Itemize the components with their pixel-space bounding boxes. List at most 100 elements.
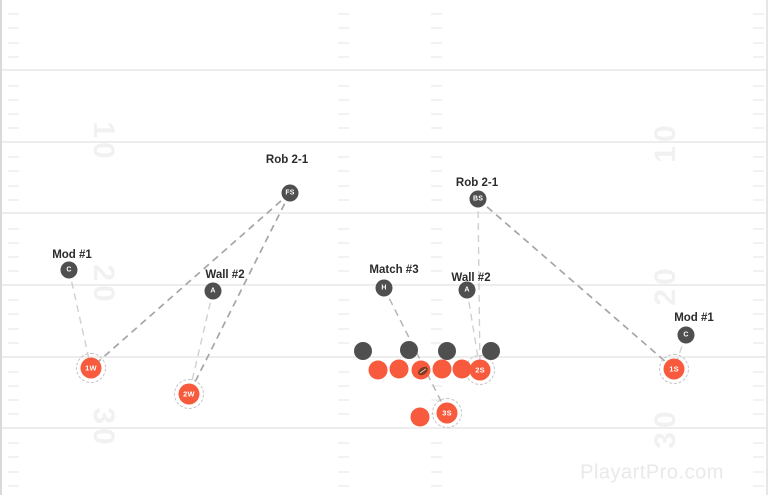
hash-mark: [8, 185, 19, 187]
hash-mark: [338, 13, 349, 15]
offense-player-2W[interactable]: 2W: [178, 383, 200, 405]
defender-H[interactable]: H: [375, 279, 393, 297]
hash-mark: [338, 27, 349, 29]
hash-mark: [8, 270, 19, 272]
hash-mark: [338, 413, 349, 415]
box-defender-1[interactable]: [354, 342, 372, 360]
hash-mark: [431, 170, 442, 172]
hash-mark: [431, 328, 442, 330]
hash-mark: [753, 113, 764, 115]
hash-mark: [431, 185, 442, 187]
hash-mark: [431, 242, 442, 244]
offense-lineman-4[interactable]: [432, 359, 452, 379]
hash-mark: [753, 442, 764, 444]
selection-ring-1S: [659, 354, 689, 384]
hash-mark: [753, 399, 764, 401]
hash-mark: [338, 256, 349, 258]
hash-mark: [338, 242, 349, 244]
hash-mark: [753, 313, 764, 315]
hash-mark: [431, 27, 442, 29]
hash-mark: [753, 85, 764, 87]
hash-mark: [431, 85, 442, 87]
hash-mark: [753, 371, 764, 373]
hash-mark: [753, 385, 764, 387]
offense-lineman-2[interactable]: [389, 359, 409, 379]
hash-mark: [338, 42, 349, 44]
offense-lineman-1[interactable]: [368, 360, 388, 380]
defender-C_L[interactable]: C: [60, 261, 78, 279]
hash-mark: [338, 456, 349, 458]
hash-mark: [8, 85, 19, 87]
hash-mark: [753, 328, 764, 330]
offense-player-2S[interactable]: 2S: [469, 359, 491, 381]
hash-mark: [753, 485, 764, 487]
defender-A_R[interactable]: A: [458, 281, 476, 299]
hash-mark: [338, 56, 349, 58]
hash-mark: [431, 99, 442, 101]
hash-mark: [431, 256, 442, 258]
offense-player-1W[interactable]: 1W: [80, 357, 102, 379]
assignment-label-A_L: Wall #2: [205, 269, 245, 281]
yard-line: [2, 356, 766, 358]
hash-mark: [338, 228, 349, 230]
hash-mark: [8, 385, 19, 387]
defender-FS[interactable]: FS: [281, 184, 299, 202]
offense-lineman-5[interactable]: [452, 359, 472, 379]
hash-mark: [753, 413, 764, 415]
yard-line: [2, 141, 766, 143]
hash-mark: [753, 342, 764, 344]
offense-player-3S[interactable]: 3S: [436, 402, 458, 424]
selection-ring-2W: [174, 379, 204, 409]
yard-line: [2, 427, 766, 429]
hash-mark: [753, 170, 764, 172]
assignment-label-A_R: Wall #2: [451, 272, 491, 284]
hash-mark: [753, 56, 764, 58]
hash-mark: [753, 185, 764, 187]
hash-mark: [753, 256, 764, 258]
hash-mark: [8, 371, 19, 373]
hash-mark: [338, 471, 349, 473]
hash-mark: [338, 170, 349, 172]
box-defender-4[interactable]: [482, 342, 500, 360]
hash-mark: [338, 199, 349, 201]
hash-mark: [8, 399, 19, 401]
hash-mark: [753, 228, 764, 230]
hash-mark: [753, 42, 764, 44]
hash-mark: [8, 127, 19, 129]
assignment-line-BS-1S: [477, 198, 675, 370]
hash-mark: [338, 185, 349, 187]
hash-mark: [8, 56, 19, 58]
hash-mark: [338, 399, 349, 401]
box-defender-2[interactable]: [400, 341, 418, 359]
defender-BS[interactable]: BS: [469, 190, 487, 208]
assignment-label-FS: Rob 2-1: [265, 154, 309, 166]
hash-mark: [8, 242, 19, 244]
hash-mark: [338, 485, 349, 487]
assignment-line-BS-2S: [477, 198, 481, 371]
hash-mark: [431, 56, 442, 58]
hash-mark: [431, 485, 442, 487]
defender-A_L[interactable]: A: [204, 282, 222, 300]
assignment-line-A_L-2W: [188, 290, 214, 395]
defender-C_R[interactable]: C: [677, 326, 695, 344]
assignment-line-FS-2W: [188, 192, 291, 395]
hash-mark: [8, 113, 19, 115]
field-left-sideline: [0, 0, 2, 495]
hash-mark: [8, 299, 19, 301]
hash-mark: [8, 99, 19, 101]
hash-mark: [8, 228, 19, 230]
hash-mark: [753, 270, 764, 272]
field-right-sideline: [766, 0, 768, 495]
assignment-label-C_L: Mod #1: [52, 249, 92, 261]
hash-mark: [338, 270, 349, 272]
hash-mark: [753, 127, 764, 129]
hash-mark: [8, 199, 19, 201]
box-defender-3[interactable]: [438, 342, 456, 360]
yard-line: [2, 212, 766, 214]
watermark: PlayartPro.com: [580, 461, 724, 484]
hash-mark: [338, 127, 349, 129]
offense-player-1S[interactable]: 1S: [663, 358, 685, 380]
assignment-line-C_L-1W: [68, 269, 92, 369]
offense-back[interactable]: [410, 407, 430, 427]
